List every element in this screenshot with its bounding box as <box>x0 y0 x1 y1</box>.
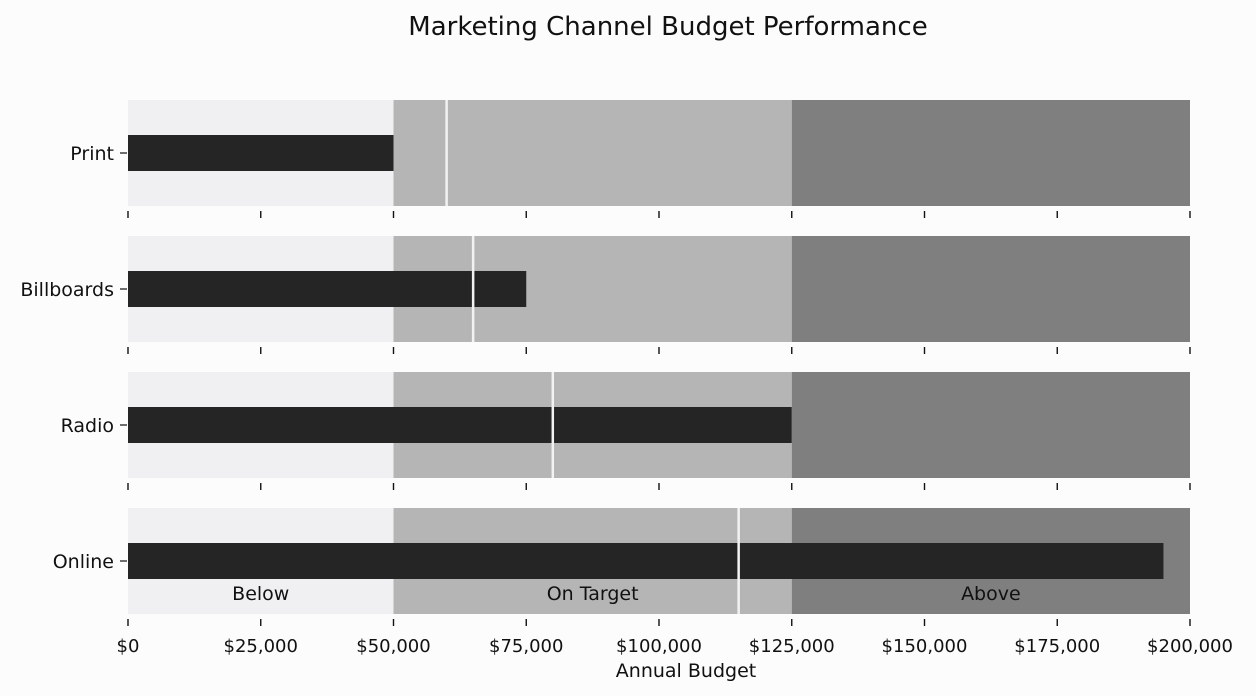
panel-online: Online Below On Target Above <box>53 508 1191 626</box>
panel-radio: Radio <box>61 372 1191 490</box>
range-label: On Target <box>547 583 639 605</box>
chart-title: Marketing Channel Budget Performance <box>408 12 927 42</box>
range-label: Below <box>232 583 289 605</box>
x-tick-label: $25,000 <box>224 636 298 657</box>
range-label: Above <box>961 583 1021 605</box>
x-tick-label: $125,000 <box>749 636 835 657</box>
range-band-on-target <box>393 100 792 206</box>
x-tick-label: $75,000 <box>489 636 563 657</box>
value-bar <box>128 271 527 307</box>
x-tick-label: $100,000 <box>616 636 702 657</box>
value-bar <box>128 543 1164 579</box>
panel-billboards: Billboards <box>20 236 1191 354</box>
range-band-above <box>791 100 1190 206</box>
category-label: Print <box>70 143 114 165</box>
x-tick-label: $50,000 <box>356 636 430 657</box>
x-tick-label: $200,000 <box>1147 636 1233 657</box>
range-band-above <box>791 236 1190 342</box>
range-band-above <box>791 372 1190 478</box>
panel-print: Print <box>70 100 1191 218</box>
x-axis: $0 $25,000 $50,000 $75,000 $100,000 $125,000 $… <box>117 636 1233 657</box>
category-label: Online <box>53 551 114 573</box>
x-tick-label: $0 <box>117 636 140 657</box>
category-label: Billboards <box>20 279 114 301</box>
value-bar <box>128 407 792 443</box>
value-bar <box>128 135 394 171</box>
x-tick-label: $150,000 <box>882 636 968 657</box>
x-axis-title: Annual Budget <box>616 660 756 682</box>
chart-panels: Print Billboards Radio Online Below On Target… <box>20 100 1191 626</box>
x-tick-label: $175,000 <box>1014 636 1100 657</box>
category-label: Radio <box>61 415 114 437</box>
